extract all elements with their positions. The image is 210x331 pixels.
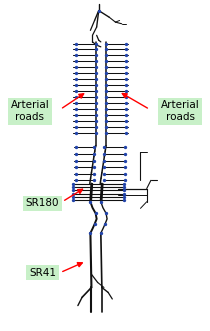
Text: Arterial
roads: Arterial roads: [161, 100, 200, 122]
Text: Arterial
roads: Arterial roads: [10, 100, 49, 122]
Text: SR180: SR180: [26, 198, 59, 209]
Text: SR41: SR41: [29, 268, 56, 278]
